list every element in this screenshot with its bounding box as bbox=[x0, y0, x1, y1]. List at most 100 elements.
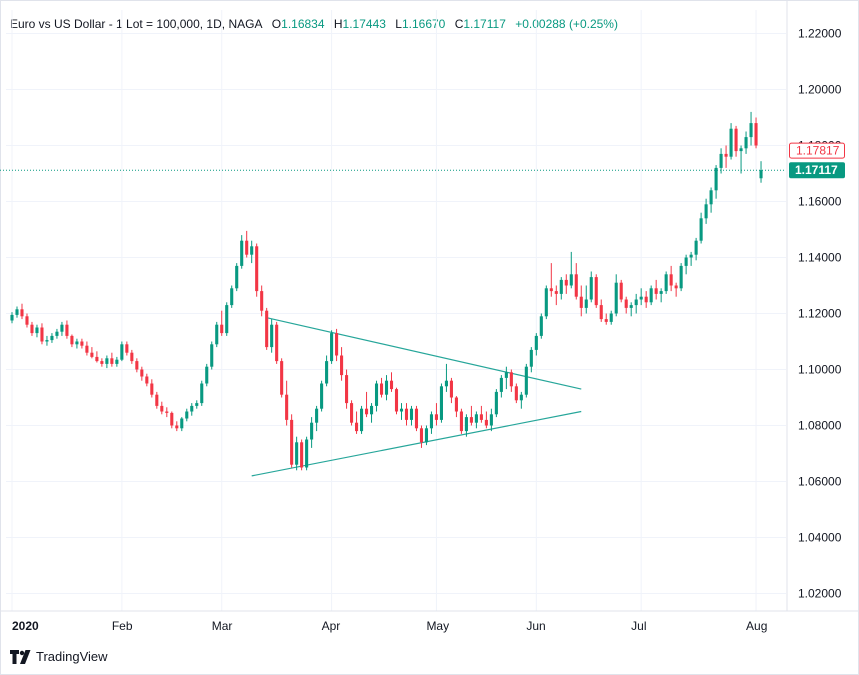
candle-body bbox=[434, 414, 438, 420]
candle bbox=[469, 405, 473, 426]
candle bbox=[664, 271, 668, 294]
candle-body bbox=[459, 411, 463, 432]
candle-body bbox=[389, 380, 394, 390]
candle-body bbox=[754, 123, 758, 146]
price-axis[interactable]: 1.220001.200001.180001.160001.140001.120… bbox=[786, 0, 842, 611]
candle-body bbox=[734, 128, 738, 152]
candle bbox=[639, 288, 643, 306]
candle bbox=[95, 351, 99, 363]
y-tick-label: 1.10000 bbox=[798, 363, 842, 377]
price-tag: 1.17117 bbox=[789, 162, 845, 179]
candle-body bbox=[759, 170, 763, 179]
candle bbox=[135, 358, 139, 373]
candle-body bbox=[484, 419, 488, 426]
candle-body bbox=[140, 369, 144, 377]
candle bbox=[429, 411, 434, 434]
candle bbox=[40, 323, 44, 345]
candle bbox=[564, 274, 568, 294]
candle-body bbox=[145, 376, 149, 384]
candle-body bbox=[589, 277, 593, 300]
x-tick-label: Aug bbox=[746, 619, 767, 633]
x-tick-label: Jun bbox=[526, 619, 545, 633]
candle bbox=[20, 303, 24, 320]
trendline-upper[interactable] bbox=[266, 317, 582, 390]
candle bbox=[739, 145, 743, 174]
candle bbox=[180, 417, 184, 432]
time-axis[interactable]: 2020 Feb Mar Apr May Jun Jul Aug bbox=[0, 610, 859, 633]
candle bbox=[569, 251, 573, 289]
legend-close-value: 1.17117 bbox=[463, 17, 506, 31]
candle-body bbox=[374, 383, 379, 406]
candle bbox=[369, 403, 374, 423]
candle bbox=[165, 407, 169, 418]
candle bbox=[649, 285, 653, 306]
candle-body bbox=[300, 442, 304, 468]
candle bbox=[270, 319, 274, 353]
x-tick-label: 2020 bbox=[12, 619, 39, 633]
candle-body bbox=[355, 422, 359, 432]
candle-body bbox=[280, 361, 284, 395]
legend-low-label: L bbox=[395, 17, 402, 31]
candle-body bbox=[205, 366, 209, 384]
candle-body bbox=[519, 394, 523, 401]
candle-body bbox=[494, 391, 498, 415]
candle bbox=[499, 375, 503, 398]
candle bbox=[474, 411, 478, 429]
candle-body bbox=[624, 299, 628, 308]
candle-body bbox=[310, 422, 314, 440]
candle bbox=[624, 296, 628, 314]
candle bbox=[389, 372, 394, 392]
candle bbox=[290, 414, 294, 468]
candle-body bbox=[699, 218, 703, 241]
candle-body bbox=[40, 327, 44, 342]
price-tag-label: 1.17817 bbox=[796, 144, 840, 158]
y-tick-label: 1.02000 bbox=[798, 587, 842, 601]
candle bbox=[374, 380, 379, 412]
candle bbox=[589, 271, 593, 303]
candle-body bbox=[449, 380, 453, 398]
y-tick-label: 1.12000 bbox=[798, 307, 842, 321]
candle bbox=[265, 307, 269, 350]
candle bbox=[215, 321, 219, 348]
candle bbox=[734, 125, 738, 157]
candle-body bbox=[654, 288, 658, 294]
candle bbox=[300, 439, 304, 471]
candle bbox=[70, 334, 74, 348]
candle-body bbox=[225, 305, 229, 334]
legend-change: +0.00288 (+0.25%) bbox=[515, 17, 618, 31]
candle-body bbox=[604, 319, 608, 322]
candle bbox=[609, 310, 613, 325]
legend-open-value: 1.16834 bbox=[281, 17, 325, 31]
candle bbox=[539, 313, 543, 339]
candle bbox=[335, 328, 339, 362]
candle bbox=[80, 338, 84, 349]
candle bbox=[454, 396, 458, 418]
candle bbox=[205, 363, 209, 387]
candle-body bbox=[20, 309, 24, 317]
candle-body bbox=[170, 412, 174, 426]
candle bbox=[744, 131, 748, 154]
candle-body bbox=[564, 279, 568, 286]
candle bbox=[10, 312, 14, 324]
candle-body bbox=[240, 240, 244, 266]
candle-body bbox=[404, 408, 409, 420]
candle bbox=[60, 321, 64, 336]
candle bbox=[619, 279, 623, 303]
tradingview-brand[interactable]: TradingView bbox=[10, 649, 108, 664]
candle-body bbox=[689, 254, 693, 258]
candle-body bbox=[360, 408, 364, 432]
candle-body bbox=[464, 417, 468, 432]
candle bbox=[45, 335, 49, 346]
candle-body bbox=[409, 408, 414, 420]
candle bbox=[729, 123, 733, 160]
candle bbox=[479, 405, 483, 423]
y-tick-label: 1.14000 bbox=[798, 251, 842, 265]
candle-body bbox=[369, 405, 374, 415]
candle-body bbox=[509, 372, 513, 387]
candle-body bbox=[135, 361, 139, 370]
candle-body bbox=[115, 359, 119, 364]
legend-title: Euro vs US Dollar - 1 Lot = 100,000, 1D,… bbox=[10, 17, 263, 31]
candle-body bbox=[55, 331, 59, 336]
x-tick-label: Apr bbox=[322, 619, 341, 633]
